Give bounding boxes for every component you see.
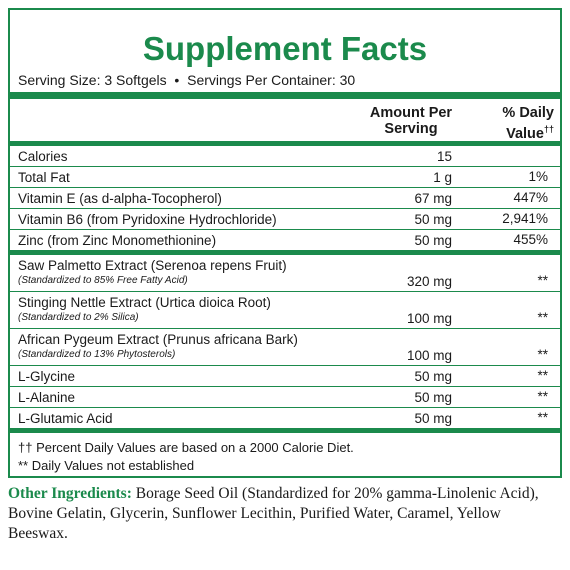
amount: 15 (436, 149, 452, 164)
nutrient-note: (Standardized to 2% Silica) (18, 312, 139, 323)
amount: 100 mg (406, 311, 452, 326)
daily-value: 455% (513, 232, 548, 247)
amount: 67 mg (414, 191, 452, 206)
rule (10, 250, 560, 255)
rule (10, 428, 560, 433)
footnote: ** Daily Values not established (18, 458, 195, 473)
nutrient-row: L-Glycine 50 mg ** (10, 365, 560, 386)
other-ingredients: Other Ingredients: Borage Seed Oil (Stan… (8, 484, 564, 544)
nutrient-name: L-Glutamic Acid (18, 411, 113, 426)
separator: • (174, 72, 180, 88)
group: Saw Palmetto Extract (Serenoa repens Fru… (10, 255, 560, 428)
nutrient-row: African Pygeum Extract (Prunus africana … (10, 328, 560, 365)
nutrient-row: Stinging Nettle Extract (Urtica dioica R… (10, 291, 560, 328)
daily-value: ** (537, 347, 548, 362)
nutrient-row: Total Fat 1 g 1% (10, 166, 560, 187)
footnote: †† Percent Daily Values are based on a 2… (18, 440, 354, 455)
nutrient-name: Zinc (from Zinc Monomethionine) (18, 233, 217, 248)
nutrient-name: Stinging Nettle Extract (Urtica dioica R… (18, 295, 271, 310)
dv-header: % Daily Value†† (472, 105, 554, 142)
nutrient-row: L-Alanine 50 mg ** (10, 386, 560, 407)
other-label: Other Ingredients: (8, 485, 132, 502)
amount: 50 mg (414, 233, 452, 248)
column-header: Amount Per Serving % Daily Value†† (10, 99, 560, 142)
facts-panel: Supplement Facts Serving Size: 3 Softgel… (8, 8, 562, 478)
dv-mark: †† (543, 124, 554, 134)
amount: 50 mg (414, 411, 452, 426)
nutrient-note: (Standardized to 13% Phytosterols) (18, 349, 176, 360)
nutrient-row: Zinc (from Zinc Monomethionine) 50 mg 455% (10, 229, 560, 250)
rule (10, 92, 560, 99)
daily-value: ** (537, 410, 548, 425)
nutrient-row: L-Glutamic Acid 50 mg ** (10, 407, 560, 428)
group: Calories 15 Total Fat 1 g 1% Vitamin E (as d-… (10, 146, 560, 250)
daily-value: ** (537, 273, 548, 288)
footnotes: †† Percent Daily Values are based on a 2… (10, 433, 560, 475)
amount: 320 mg (406, 274, 452, 289)
nutrient-name: L-Alanine (18, 390, 76, 405)
nutrient-note: (Standardized to 85% Free Fatty Acid) (18, 275, 188, 286)
daily-value: 2,941% (502, 211, 548, 226)
serving-size: Serving Size: 3 Softgels (18, 72, 167, 88)
nutrient-name: Vitamin B6 (from Pyridoxine Hydrochlorid… (18, 212, 277, 227)
nutrient-name: Vitamin E (as d-alpha-Tocopherol) (18, 191, 222, 206)
daily-value: 1% (528, 169, 548, 184)
nutrient-name: African Pygeum Extract (Prunus africana … (18, 332, 298, 347)
daily-value: ** (537, 389, 548, 404)
nutrient-row: Vitamin B6 (from Pyridoxine Hydrochlorid… (10, 208, 560, 229)
daily-value: ** (537, 310, 548, 325)
servings: Servings Per Container: 30 (187, 72, 356, 88)
nutrient-name: Calories (18, 149, 68, 164)
nutrient-name: L-Glycine (18, 369, 76, 384)
title: Supplement Facts (142, 30, 428, 67)
daily-value: ** (537, 368, 548, 383)
nutrient-list: Calories 15 Total Fat 1 g 1% Vitamin E (as d-… (10, 146, 560, 433)
amount-header: Amount Per Serving (369, 105, 453, 137)
amount: 50 mg (414, 390, 452, 405)
other-text: Borage Seed Oil (Standardized for 20% ga… (8, 485, 539, 542)
nutrient-name: Total Fat (18, 170, 70, 185)
rule (10, 141, 560, 146)
nutrient-row: Vitamin E (as d-alpha-Tocopherol) 67 mg 44… (10, 187, 560, 208)
amount: 100 mg (406, 348, 452, 363)
serving-info: Serving Size: 3 Softgels • Servings Per … (10, 72, 560, 88)
dv-label: % Daily Value (502, 105, 554, 142)
amount: 50 mg (414, 369, 452, 384)
nutrient-row: Calories 15 (10, 146, 560, 166)
amount: 50 mg (414, 212, 452, 227)
amount: 1 g (433, 170, 452, 185)
nutrient-name: Saw Palmetto Extract (Serenoa repens Fru… (18, 258, 287, 273)
daily-value: 447% (513, 190, 548, 205)
nutrient-row: Saw Palmetto Extract (Serenoa repens Fru… (10, 255, 560, 291)
